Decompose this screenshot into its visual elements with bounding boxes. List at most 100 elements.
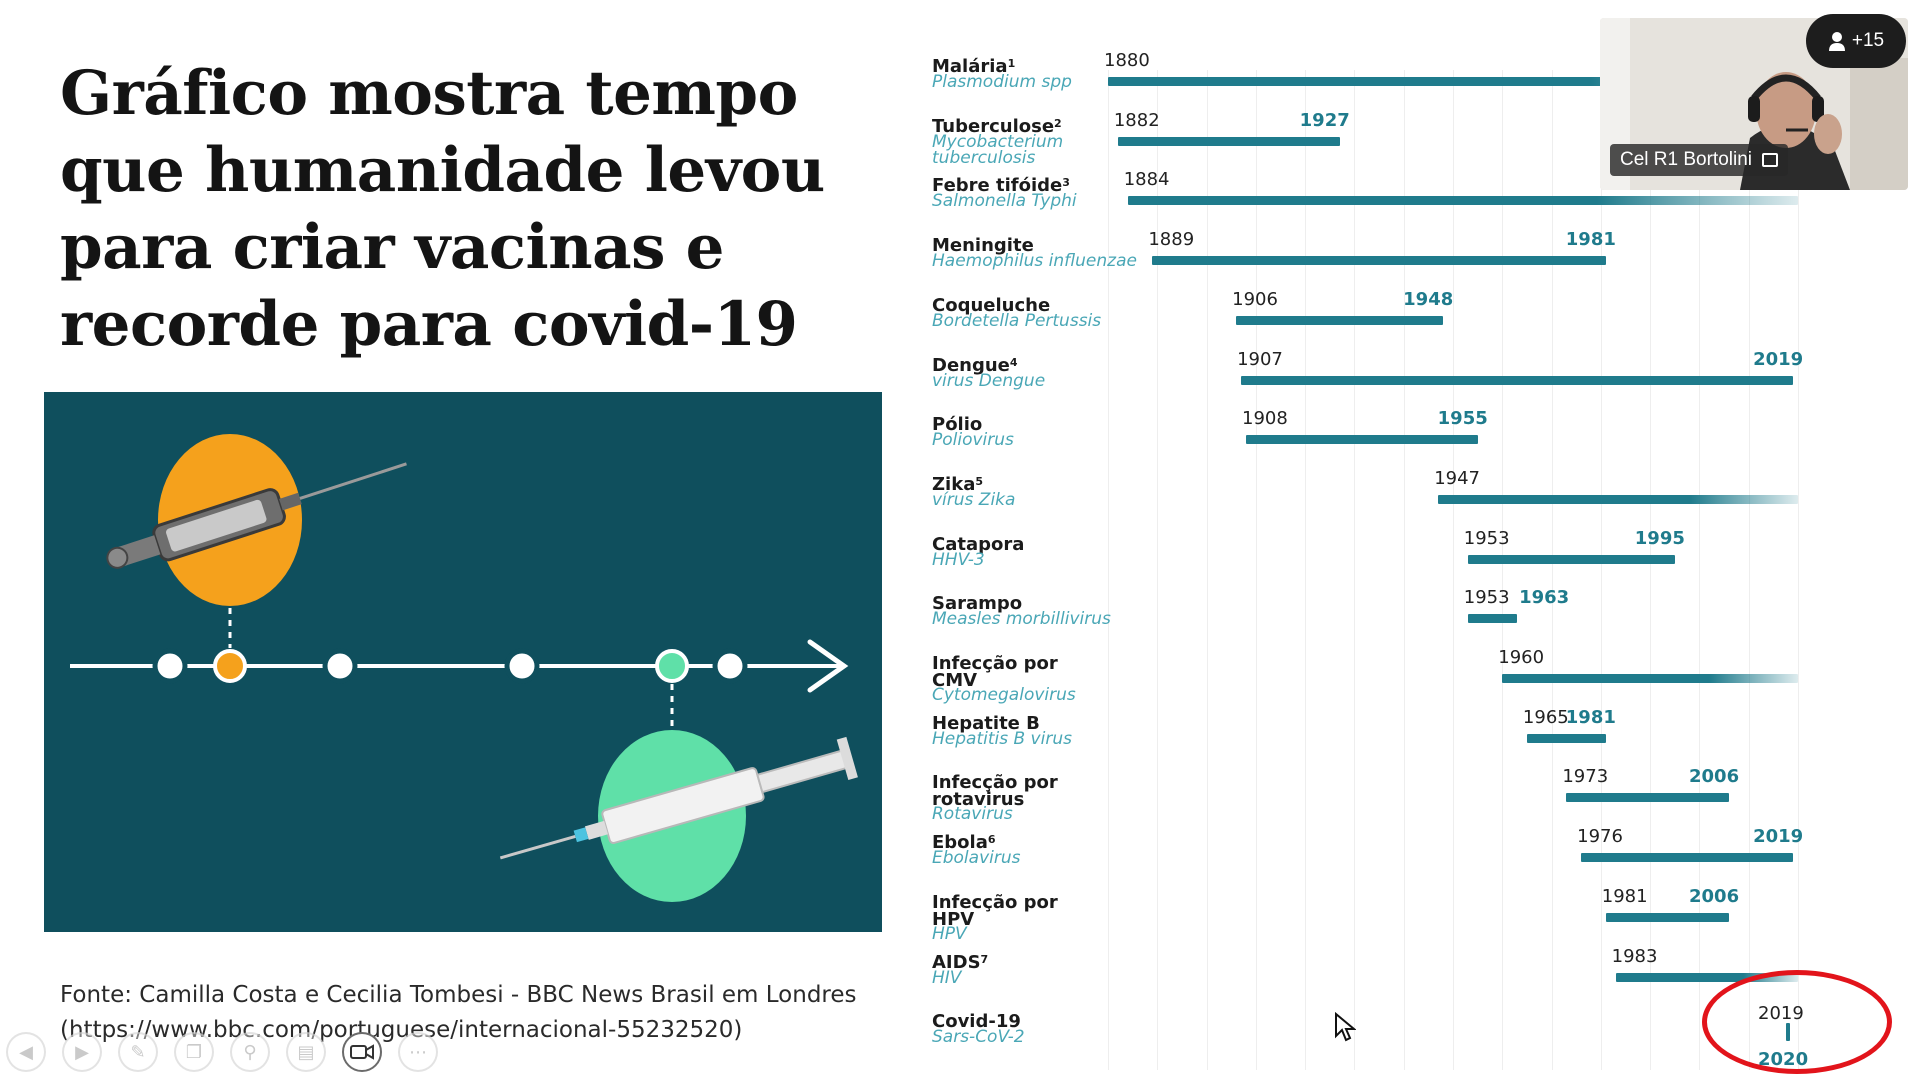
timeline-node bbox=[322, 648, 358, 684]
vaccine-development-bar bbox=[1152, 256, 1606, 266]
start-year-label: 1947 bbox=[1434, 467, 1481, 489]
disease-name: Meningite bbox=[932, 235, 1034, 257]
pathogen-name: Rotavirus bbox=[932, 804, 1013, 825]
chart-row: Coqueluche Bordetella Pertussis 1906 1948 bbox=[920, 283, 1920, 343]
slide-title: Gráfico mostra tempo que humanidade levo… bbox=[60, 55, 900, 363]
pathogen-name: Sars-CoV-2 bbox=[932, 1027, 1025, 1048]
chart-row: Ebola6 Ebolavirus 1976 2019 bbox=[920, 820, 1920, 880]
participant-video-tile[interactable]: Cel R1 Bortolini bbox=[1600, 18, 1908, 190]
start-year-label: 1981 bbox=[1601, 885, 1648, 907]
end-year-label: 1948 bbox=[1403, 288, 1454, 310]
chart-row: Zika5 vírus Zika 1947 bbox=[920, 462, 1920, 522]
disease-name: Pólio bbox=[932, 414, 983, 436]
title-line: recorde para covid-19 bbox=[60, 289, 798, 360]
gridline bbox=[1305, 70, 1307, 1070]
disease-name: Sarampo bbox=[932, 593, 1023, 615]
start-year-label: 1983 bbox=[1611, 945, 1658, 967]
pathogen-name: Ebolavirus bbox=[932, 848, 1021, 869]
notes-icon[interactable]: ▤ bbox=[286, 1032, 326, 1072]
vaccine-development-bar bbox=[1566, 793, 1729, 803]
participant-name-label: Cel R1 Bortolini bbox=[1610, 144, 1788, 176]
gridline bbox=[1748, 70, 1750, 1070]
next-icon[interactable]: ▶ bbox=[62, 1032, 102, 1072]
gridline bbox=[1157, 70, 1159, 1070]
source-line: Fonte: Camilla Costa e Cecilia Tombesi -… bbox=[60, 982, 857, 1008]
camera-icon[interactable] bbox=[342, 1032, 382, 1072]
vaccine-development-bar bbox=[1241, 375, 1794, 385]
timeline-node bbox=[152, 648, 188, 684]
pathogen-name: Bordetella Pertussis bbox=[932, 310, 1102, 331]
footnote-marker: 6 bbox=[987, 833, 996, 847]
gridline bbox=[1354, 70, 1356, 1070]
disease-name: Zika5 bbox=[932, 473, 983, 495]
start-year-label: 1960 bbox=[1498, 647, 1545, 668]
pin-icon[interactable] bbox=[1762, 153, 1778, 167]
end-year-label: 1981 bbox=[1565, 229, 1616, 251]
vaccine-development-bar bbox=[1127, 196, 1798, 206]
pathogen-name: HHV-3 bbox=[932, 549, 985, 570]
previous-icon[interactable]: ◀ bbox=[6, 1032, 46, 1072]
title-line: Gráfico mostra tempo bbox=[60, 58, 798, 129]
start-year-label: 1906 bbox=[1232, 288, 1278, 310]
source-url[interactable]: (https://www.bbc.com/portuguese/internac… bbox=[60, 1017, 743, 1043]
vaccine-development-bar bbox=[1467, 614, 1518, 624]
footnote-marker: 3 bbox=[1062, 176, 1070, 190]
footnote-marker: 4 bbox=[1009, 355, 1018, 369]
chart-row: Infecção por HPV HPV 1981 2006 bbox=[920, 880, 1920, 944]
end-year-label: 2006 bbox=[1689, 885, 1740, 907]
gridline bbox=[1699, 70, 1701, 1070]
title-line: para criar vacinas e bbox=[60, 212, 724, 283]
more-icon[interactable]: ⋯ bbox=[398, 1032, 438, 1072]
disease-name: Coqueluche bbox=[932, 294, 1051, 316]
vaccine-development-bar bbox=[1467, 554, 1675, 564]
pathogen-name: Cytomegalovirus bbox=[932, 685, 1076, 705]
start-year-label: 1953 bbox=[1463, 527, 1510, 549]
zoom-icon[interactable]: ⚲ bbox=[230, 1032, 270, 1072]
vaccine-development-bar bbox=[1236, 315, 1444, 325]
vaccine-development-bar bbox=[1246, 435, 1478, 445]
arrow-right-icon bbox=[807, 639, 849, 693]
disease-name: Ebola6 bbox=[932, 832, 996, 854]
disease-name: Tuberculose2 bbox=[932, 115, 1062, 137]
disease-name: Infecção por HPV bbox=[932, 891, 1058, 930]
covid-highlight-circle bbox=[1702, 970, 1892, 1074]
pathogen-name: Plasmodium spp bbox=[932, 72, 1072, 92]
mouse-cursor-icon bbox=[1335, 1012, 1356, 1042]
end-year-label: 1927 bbox=[1299, 109, 1350, 131]
gridline bbox=[1255, 70, 1257, 1070]
start-year-label: 1889 bbox=[1148, 229, 1195, 251]
gridline bbox=[1108, 70, 1109, 1070]
copy-icon[interactable]: ❐ bbox=[174, 1032, 214, 1072]
vaccine-development-bar bbox=[1615, 972, 1798, 982]
vaccine-development-bar bbox=[1117, 136, 1340, 146]
modern-syringe-icon bbox=[499, 736, 858, 860]
pathogen-name: Mycobacterium tuberculosis bbox=[932, 131, 1064, 168]
gridline bbox=[1502, 70, 1504, 1070]
vaccine-development-bar bbox=[1605, 912, 1729, 922]
pathogen-name: HPV bbox=[932, 923, 967, 944]
disease-name: AIDS7 bbox=[932, 951, 989, 973]
pen-icon[interactable]: ✎ bbox=[118, 1032, 158, 1072]
gridline bbox=[1798, 70, 1799, 1070]
participant-name: Cel R1 Bortolini bbox=[1620, 149, 1752, 170]
pathogen-name: HIV bbox=[932, 967, 962, 988]
chart-row: Pólio Poliovirus 1908 1955 bbox=[920, 402, 1920, 462]
participants-count-button[interactable]: +15 bbox=[1806, 14, 1906, 68]
old-syringe-icon bbox=[106, 462, 407, 569]
gridline bbox=[1453, 70, 1454, 1070]
disease-name: Dengue4 bbox=[932, 354, 1018, 376]
disease-name: Infecção por rotavirus bbox=[932, 772, 1058, 811]
vaccine-development-bar bbox=[1438, 494, 1798, 504]
end-year-label: 1995 bbox=[1634, 527, 1685, 549]
presenter-toolbar: ◀ ▶ ✎ ❐ ⚲ ▤ ⋯ bbox=[6, 1032, 438, 1072]
end-year-label: 1981 bbox=[1565, 706, 1616, 728]
chart-row: Tuberculose2 Mycobacterium tuberculosis 18… bbox=[920, 104, 1920, 168]
pathogen-name: Hepatitis B virus bbox=[932, 728, 1072, 749]
pathogen-name: Haemophilus influenzae bbox=[932, 251, 1137, 272]
chart-row: Infecção por CMV Cytomegalovirus 1960 bbox=[920, 641, 1920, 705]
start-year-label: 1965 bbox=[1522, 706, 1569, 728]
end-year-label: 2006 bbox=[1689, 766, 1740, 788]
disease-name: Covid-19 bbox=[932, 1011, 1021, 1033]
timeline-node bbox=[504, 648, 540, 684]
start-year-label: 1880 bbox=[1104, 50, 1150, 71]
